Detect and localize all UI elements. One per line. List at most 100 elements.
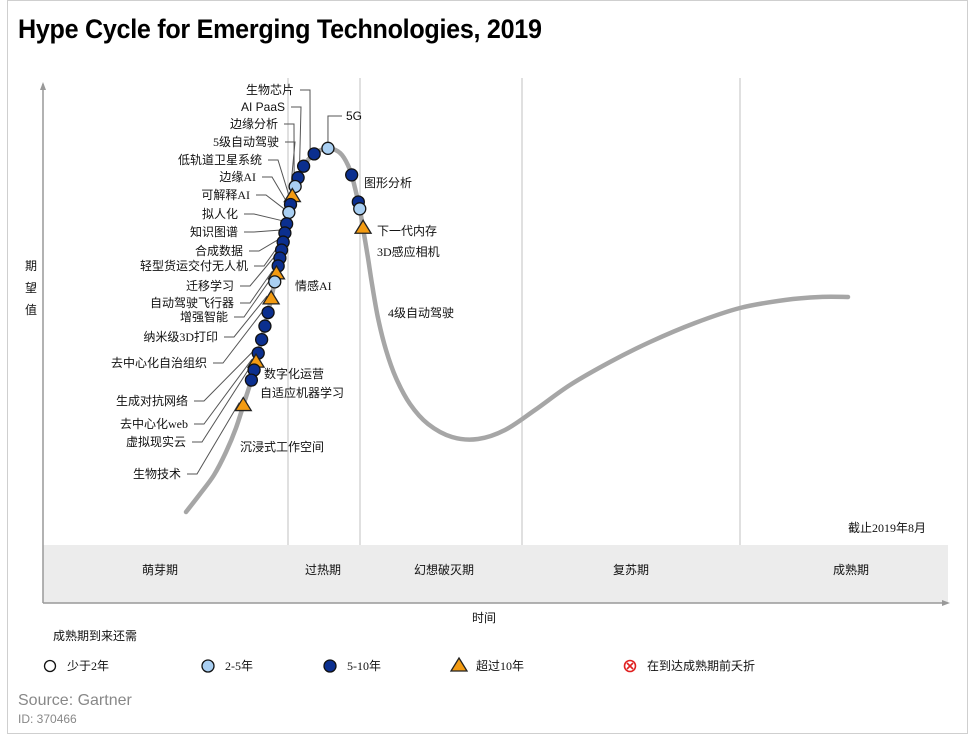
x-axis-arrow	[942, 600, 950, 606]
point-label: 纳米级3D打印	[143, 330, 218, 344]
point-label: 3D感应相机	[377, 244, 440, 259]
point-label: 自适应机器学习	[260, 385, 344, 400]
leader-line	[244, 213, 283, 222]
point-marker	[353, 219, 373, 234]
point-label: 自动驾驶飞行器	[150, 295, 234, 310]
point-label: 边缘AI	[219, 170, 256, 184]
point-label: 数字化运营	[264, 366, 324, 381]
leader-line	[240, 254, 277, 287]
point-label: 5级自动驾驶	[213, 134, 279, 149]
point-label: 合成数据	[195, 243, 243, 258]
source-id: ID: 370466	[18, 712, 77, 726]
as-of-label: 截止2019年8月	[848, 521, 926, 535]
point-label: 虚拟现实云	[126, 434, 186, 449]
point-marker	[258, 319, 272, 333]
leader-line	[256, 194, 286, 210]
leader-line	[291, 106, 302, 164]
y-axis-label-char: 值	[25, 302, 37, 317]
point-label: 情感AI	[295, 278, 332, 293]
point-label: 增强智能	[180, 309, 228, 324]
legend-marker	[449, 656, 469, 672]
point-label: 生物技术	[133, 467, 181, 481]
leader-line	[244, 229, 281, 233]
leader-line	[234, 278, 272, 318]
legend-marker	[323, 659, 337, 673]
leader-line	[213, 309, 265, 364]
point-marker	[307, 147, 321, 161]
point-marker	[261, 305, 275, 320]
leader-lines	[187, 89, 342, 475]
leader-line	[240, 270, 273, 304]
point-marker	[345, 168, 359, 182]
point-label: 轻型货运交付无人机	[140, 258, 248, 273]
point-label: 生物芯片	[246, 83, 294, 97]
leader-line	[187, 402, 240, 475]
source-label: Source: Gartner	[18, 692, 132, 709]
point-marker	[282, 205, 296, 220]
point-label: 边缘分析	[230, 117, 278, 131]
leader-line	[268, 159, 289, 194]
leader-line	[194, 358, 253, 425]
legend-label: 5-10年	[347, 659, 381, 673]
point-marker	[254, 332, 269, 347]
phase-label: 过热期	[305, 563, 341, 577]
point-label: 低轨道卫星系统	[178, 153, 262, 167]
leader-line	[224, 295, 268, 338]
legend-label: 在到达成熟期前夭折	[647, 658, 755, 673]
phase-label: 萌芽期	[142, 563, 178, 577]
point-label: 4级自动驾驶	[388, 305, 454, 320]
point-marker	[244, 373, 259, 387]
y-axis-label-char: 期	[25, 259, 37, 273]
point-label: 生成对抗网络	[116, 393, 188, 408]
point-marker	[261, 289, 281, 305]
y-axis-label-char: 望	[25, 281, 37, 295]
legend-label: 超过10年	[476, 658, 524, 673]
point-label: 拟人化	[202, 207, 238, 221]
point-marker	[268, 275, 282, 289]
point-label: 知识图谱	[190, 225, 238, 239]
point-label: 去中心化web	[120, 416, 188, 431]
legend-marker	[623, 659, 637, 673]
point-marker	[321, 141, 335, 155]
phase-dividers	[287, 78, 741, 545]
leader-line	[262, 176, 287, 202]
leader-line	[194, 349, 255, 402]
point-label: 去中心化自治组织	[111, 355, 207, 370]
point-marker	[234, 396, 253, 412]
point-label: 5G	[346, 109, 362, 123]
legend-marker	[201, 659, 215, 673]
phase-labels: 萌芽期 过热期 幻想破灭期 复苏期 成熟期	[142, 562, 869, 577]
phase-label: 复苏期	[613, 563, 649, 577]
point-label: AI PaaS	[241, 100, 285, 114]
leader-line	[249, 238, 280, 252]
point-label: 下一代内存	[377, 224, 437, 238]
legend-marker	[43, 659, 57, 673]
leader-line	[254, 246, 278, 267]
legend-label: 少于2年	[67, 659, 109, 673]
phase-label: 幻想破灭期	[414, 562, 474, 577]
phase-label: 成熟期	[833, 562, 869, 577]
phase-band	[43, 545, 948, 603]
leader-line	[192, 366, 251, 443]
point-marker	[353, 202, 367, 216]
point-label: 沉浸式工作空间	[240, 440, 324, 454]
point-label: 图形分析	[364, 176, 412, 190]
point-marker	[296, 159, 311, 173]
chart-title: Hype Cycle for Emerging Technologies, 20…	[18, 14, 542, 44]
y-axis-arrow	[40, 82, 46, 90]
leader-line	[284, 123, 295, 175]
x-axis-label: 时间	[472, 611, 496, 625]
leader-line	[327, 115, 342, 143]
legend-title: 成熟期到来还需	[53, 628, 137, 643]
point-label: 可解释AI	[201, 188, 250, 202]
legend: 少于2年 2-5年 5-10年 超过10年 在到达成熟期前夭折	[43, 656, 755, 673]
point-label: 迁移学习	[186, 278, 234, 293]
leader-line	[300, 89, 311, 151]
y-axis-label: 期望值	[25, 259, 37, 317]
markers	[234, 141, 373, 412]
leader-line	[285, 141, 296, 184]
legend-label: 2-5年	[225, 659, 253, 673]
chart-frame	[7, 0, 968, 734]
